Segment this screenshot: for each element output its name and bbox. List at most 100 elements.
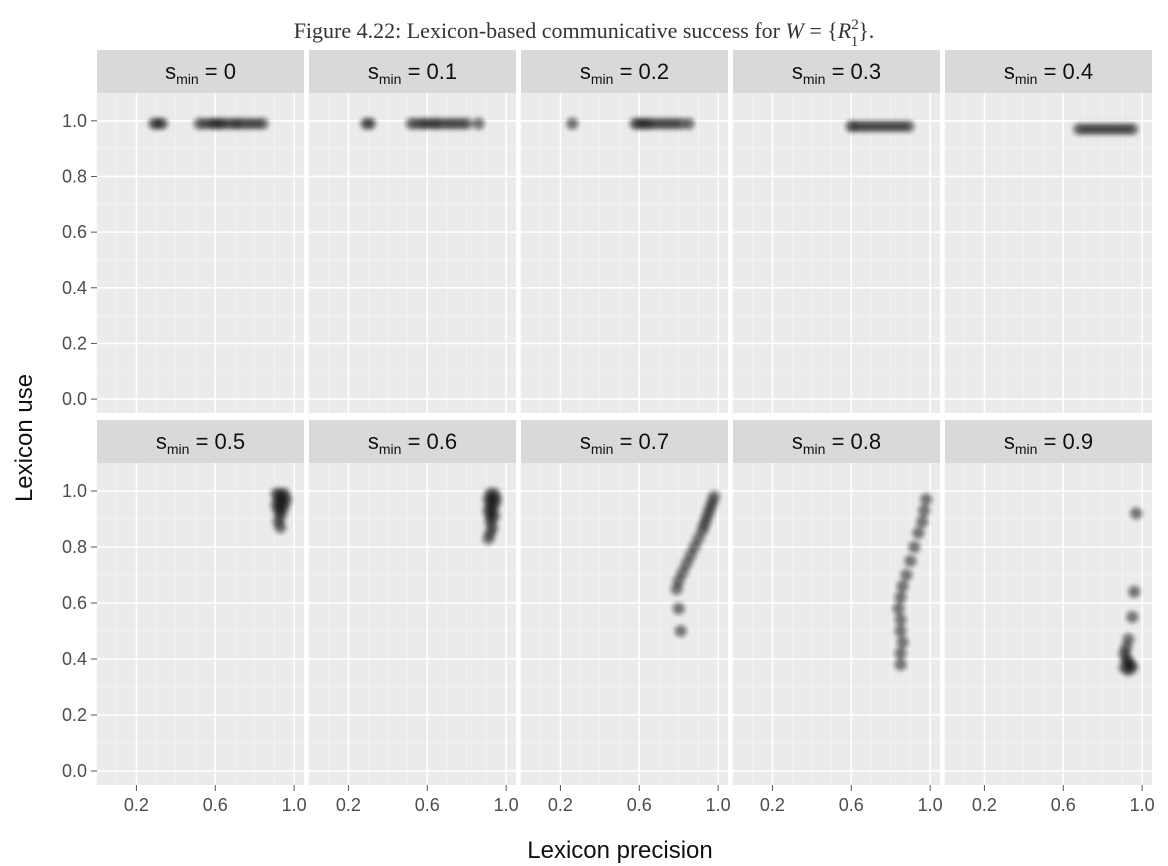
x-tick-label: 0.2 [124, 795, 149, 815]
caption-eq: = { [804, 18, 838, 43]
y-tick-label: 0.4 [62, 649, 87, 669]
plot-background [521, 463, 728, 785]
x-tick-label: 1.0 [494, 795, 519, 815]
x-tick-label: 1.0 [706, 795, 731, 815]
facet-var-label: s [368, 59, 379, 84]
y-axis: 0.0 0.2 0.4 0.6 0.8 1.0 0.0 0.2 0.4 0.6 0.8 1.0 [62, 111, 97, 781]
x-axis-title: Lexicon precision [527, 837, 712, 864]
facet-var-subscript: min [176, 71, 199, 87]
y-tick-label: 1.0 [62, 481, 87, 501]
data-point [920, 493, 933, 506]
facet-strip [309, 420, 516, 463]
plot-background [733, 93, 940, 413]
scatter-points [1118, 507, 1143, 677]
y-tick-label: 0.8 [62, 537, 87, 557]
data-point [894, 625, 907, 637]
scatter-points [892, 493, 933, 671]
facet-var-label: s [368, 429, 379, 454]
y-tick-label: 1.0 [62, 111, 87, 131]
facet-panel: smin = 0 [96, 50, 304, 413]
x-tick-label: 0.6 [1051, 795, 1076, 815]
scatter-points [845, 120, 915, 133]
facet-value-label: = 0.7 [613, 429, 669, 454]
data-point [894, 613, 907, 626]
facet-strip-label: smin = 0.1 [368, 59, 457, 87]
facet-panel: smin = 0.8 [732, 420, 940, 785]
facet-panel: smin = 0.2 [520, 50, 728, 413]
data-point [894, 647, 907, 660]
x-tick-label: 0.2 [548, 795, 573, 815]
data-point [1126, 661, 1139, 674]
facet-strip-label: smin = 0 [165, 59, 236, 87]
facet-strip [309, 50, 516, 93]
data-point [1130, 507, 1143, 520]
facet-value-label: = 0.6 [401, 429, 457, 454]
plot-background [945, 93, 1152, 413]
plot-background [945, 463, 1152, 785]
data-point [1126, 611, 1139, 623]
facet-var-subscript: min [1015, 441, 1038, 457]
data-point [918, 504, 931, 517]
facet-value-label: = 0.2 [613, 59, 669, 84]
facet-var-label: s [792, 429, 803, 454]
facet-var-label: s [792, 59, 803, 84]
x-tick-label: 0.2 [972, 795, 997, 815]
x-tick-label: 0.6 [203, 795, 228, 815]
x-tick-label: 0.2 [336, 795, 361, 815]
y-tick-label: 0.0 [62, 761, 87, 781]
data-point [894, 591, 907, 604]
facet-value-label: = 0.8 [825, 429, 881, 454]
data-point [900, 569, 913, 581]
data-point [670, 583, 683, 595]
facet-var-label: s [1004, 59, 1015, 84]
facet-var-subscript: min [803, 71, 826, 87]
data-point [902, 120, 915, 133]
facet-strip-label: smin = 0.7 [580, 429, 669, 457]
facet-strip [521, 420, 728, 463]
facet-panel: smin = 0.3 [732, 50, 940, 413]
facet-strip-label: smin = 0.2 [580, 59, 669, 87]
caption-sub: 1 [851, 34, 859, 50]
data-point [256, 117, 269, 130]
plot-background [309, 463, 516, 785]
scatter-points [482, 487, 503, 545]
facet-value-label: = 0.1 [401, 59, 457, 84]
figure-caption: Figure 4.22: Lexicon-based communicative… [294, 17, 875, 50]
facet-var-subscript: min [591, 441, 614, 457]
facet-strip [97, 50, 304, 93]
facet-strip-label: smin = 0.6 [368, 429, 457, 457]
y-tick-label: 0.8 [62, 166, 87, 186]
data-point [1126, 123, 1139, 136]
facet-var-subscript: min [167, 441, 190, 457]
data-point [896, 580, 909, 593]
data-point [472, 117, 485, 130]
y-tick-label: 0.0 [62, 389, 87, 409]
plot-background [97, 93, 304, 413]
y-tick-label: 0.6 [62, 222, 87, 242]
facet-strip [945, 50, 1152, 93]
y-tick-label: 0.4 [62, 278, 87, 298]
y-axis-title: Lexicon use [11, 374, 38, 502]
facet-var-subscript: min [379, 441, 402, 457]
plot-background [97, 463, 304, 785]
x-tick-label: 0.2 [760, 795, 785, 815]
scatter-points [148, 117, 269, 130]
data-point [682, 117, 695, 130]
facet-strip-label: smin = 0.8 [792, 429, 881, 457]
x-tick-label: 0.6 [415, 795, 440, 815]
data-point [674, 625, 687, 637]
facet-strip-label: smin = 0.4 [1004, 59, 1093, 87]
caption-close: }. [858, 18, 874, 43]
facet-var-label: s [580, 59, 591, 84]
facet-panel: smin = 0.1 [308, 50, 516, 413]
data-point [156, 117, 169, 130]
scatter-points [1073, 123, 1139, 136]
x-tick-label: 1.0 [1130, 795, 1155, 815]
facet-value-label: = 0.3 [825, 59, 881, 84]
facet-strip [521, 50, 728, 93]
data-point [460, 117, 473, 130]
data-point [566, 117, 579, 130]
data-point [892, 602, 905, 615]
facet-strip-label: smin = 0.5 [156, 429, 245, 457]
